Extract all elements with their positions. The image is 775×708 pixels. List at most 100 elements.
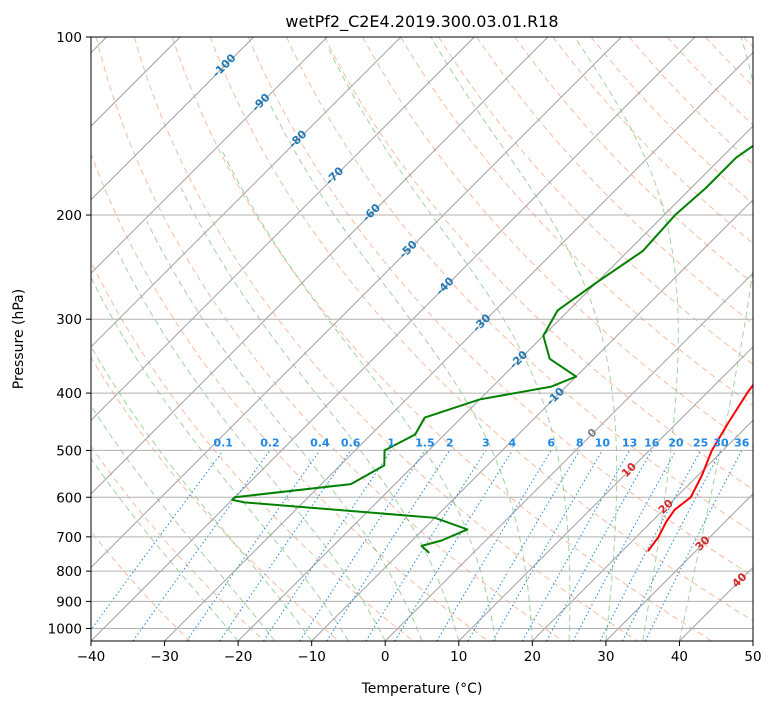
dry-adiabat xyxy=(91,260,414,641)
dewpoint-profile xyxy=(231,144,753,554)
dry-adiabat xyxy=(438,37,753,366)
isotherm xyxy=(531,419,753,641)
mixing-ratio-line xyxy=(326,450,451,641)
plot-area: 0.1 0.2 0.4 0.6 1 1.5 2 3 4 6 8 10 13 16 20 25 30 36-100-… xyxy=(90,36,754,642)
dry-adiabat xyxy=(91,152,489,641)
moist-adiabat xyxy=(328,49,571,641)
dry-adiabat xyxy=(171,37,713,641)
isobar-gridlines xyxy=(91,37,753,629)
mixing-ratio-line xyxy=(186,450,321,641)
plot-background xyxy=(91,37,753,641)
isotherm xyxy=(91,37,622,569)
mixing-ratio-label: 36 xyxy=(734,436,750,449)
moist-adiabat xyxy=(430,37,618,641)
isotherm xyxy=(91,37,255,201)
x-tick-label: 0 xyxy=(381,649,390,665)
plot-frame xyxy=(90,36,754,642)
background-lines xyxy=(91,37,753,641)
mixing-ratio-line xyxy=(546,450,653,641)
mixing-ratio-line xyxy=(91,450,224,631)
mixing-ratio-line xyxy=(644,450,743,641)
mixing-ratio-label: 6 xyxy=(547,436,555,449)
x-axis: −40 −30 −20 −10 0 10 20 30 40 50 xyxy=(77,641,762,665)
x-tick-label: 20 xyxy=(524,649,541,665)
x-tick-label: 40 xyxy=(671,649,688,665)
x-axis-label: Temperature (°C) xyxy=(361,681,483,697)
mixing-ratio-label: 10 xyxy=(595,436,611,449)
mixing-ratio-label: 0.2 xyxy=(260,436,280,449)
moist-adiabat xyxy=(91,457,239,641)
isotherm xyxy=(91,37,402,348)
mixing-ratio-label: 2 xyxy=(446,436,454,449)
moist-adiabat xyxy=(574,37,679,641)
mixing-ratio-label: 8 xyxy=(576,436,584,449)
x-tick-label: −20 xyxy=(224,649,253,665)
dry-adiabat xyxy=(91,356,340,641)
dry-adiabat xyxy=(552,37,753,245)
y-tick-label: 600 xyxy=(56,490,82,506)
dry-adiabat xyxy=(247,37,753,577)
y-axis: 100 200 300 400 500 600 700 800 900 1000 xyxy=(48,30,91,637)
mixing-ratio-line xyxy=(132,450,271,641)
mixing-ratio-label: 25 xyxy=(693,436,708,449)
mixing-ratio-label: 0.1 xyxy=(213,436,233,449)
x-tick-label: 10 xyxy=(450,649,467,665)
mixing-ratio-label: 20 xyxy=(668,436,684,449)
mixing-ratio-label: 13 xyxy=(622,436,637,449)
mixing-ratio-line xyxy=(263,450,392,641)
dry-adiabat xyxy=(286,37,753,534)
chart-title: wetPf2_C2E4.2019.300.03.01.R18 xyxy=(285,12,558,32)
x-tick-label: −30 xyxy=(150,649,179,665)
mixing-ratio-label: 1.5 xyxy=(415,436,435,449)
moist-adiabat xyxy=(116,250,386,641)
y-tick-label: 1000 xyxy=(48,621,82,637)
mixing-ratio-line xyxy=(394,450,513,641)
mixing-ratio-label: 4 xyxy=(509,436,517,449)
isotherm xyxy=(91,37,328,274)
mixing-ratio-line xyxy=(299,450,426,641)
dry-adiabat xyxy=(400,37,753,407)
isotherm xyxy=(91,37,549,495)
moist-adiabat xyxy=(269,104,533,641)
moist-adiabat xyxy=(146,221,423,641)
y-tick-label: 100 xyxy=(56,30,82,46)
mixing-ratio-label: 30 xyxy=(713,436,729,449)
mixing-ratio-label: 0.6 xyxy=(341,436,361,449)
x-tick-label: −10 xyxy=(297,649,326,665)
mixing-ratio-label: 1 xyxy=(387,436,395,449)
isotherm xyxy=(605,493,753,641)
y-tick-label: 700 xyxy=(56,530,82,546)
x-tick-label: −40 xyxy=(77,649,106,665)
series-layer xyxy=(231,144,753,554)
temperature-profile xyxy=(647,383,753,552)
dry-adiabat xyxy=(324,37,753,491)
moist-adiabat xyxy=(91,277,349,641)
y-tick-label: 800 xyxy=(56,564,82,580)
mixing-ratio-line xyxy=(219,450,352,641)
isotherm xyxy=(458,346,753,641)
isotherm xyxy=(91,37,696,641)
mixing-ratio-line xyxy=(522,450,631,641)
isotherm xyxy=(164,51,753,641)
y-tick-label: 200 xyxy=(56,208,82,224)
isotherm xyxy=(237,125,753,641)
y-tick-label: 400 xyxy=(56,386,82,402)
mixing-ratio-label: 16 xyxy=(644,436,660,449)
dry-adiabat xyxy=(133,37,638,641)
mixing-ratio-line xyxy=(572,450,677,641)
y-tick-label: 900 xyxy=(56,594,82,610)
x-tick-label: 50 xyxy=(744,649,761,665)
y-tick-label: 500 xyxy=(56,443,82,459)
moist-adiabat xyxy=(91,345,313,641)
dry-adiabat xyxy=(95,37,563,641)
isotherm xyxy=(91,37,475,422)
y-axis-label: Pressure (hPa) xyxy=(11,289,27,389)
isotherm xyxy=(311,198,753,641)
x-tick-label: 30 xyxy=(597,649,614,665)
dry-adiabat xyxy=(209,37,753,622)
mixing-ratio-label: 0.4 xyxy=(310,436,330,449)
isotherm xyxy=(384,272,753,641)
dry-adiabat xyxy=(590,37,753,205)
moist-adiabat xyxy=(678,37,753,641)
